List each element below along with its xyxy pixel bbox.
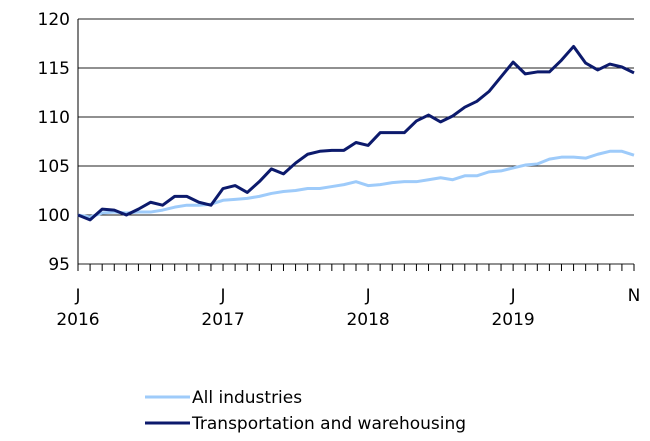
x-tick-label-line: 2018 xyxy=(346,310,389,330)
legend-label: Transportation and warehousing xyxy=(191,414,466,434)
x-tick-label-line: J xyxy=(74,286,80,306)
y-tick-label: 120 xyxy=(38,10,70,30)
x-tick-label-line: 2017 xyxy=(201,310,244,330)
x-tick-label-line: 2019 xyxy=(491,310,534,330)
x-tick-label-line: N xyxy=(628,286,641,306)
y-tick-label: 115 xyxy=(38,59,70,79)
x-tick-label-line: 2016 xyxy=(56,310,99,330)
legend-label: All industries xyxy=(192,388,302,408)
x-tick-label-line: J xyxy=(510,286,516,306)
x-tick-label: J 2018 xyxy=(346,286,389,330)
y-tick-label: 105 xyxy=(38,157,70,177)
x-tick-label: J 2017 xyxy=(201,286,244,330)
x-tick-label: J 2019 xyxy=(491,286,534,330)
x-tick-label-line: J xyxy=(365,286,371,306)
line-series xyxy=(77,44,635,222)
x-tick-label-line: J xyxy=(220,286,226,306)
y-tick-label: 100 xyxy=(38,206,70,226)
x-tick-label: N xyxy=(628,286,641,306)
y-tick-label: 95 xyxy=(48,255,70,275)
line-series xyxy=(77,149,635,219)
y-tick-label: 110 xyxy=(38,108,70,128)
x-tick-label: J 2016 xyxy=(56,286,99,330)
